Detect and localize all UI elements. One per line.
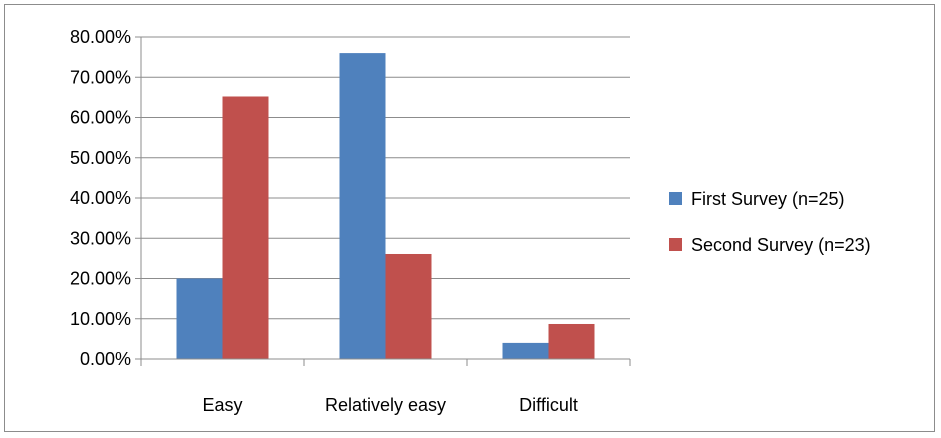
legend-swatch	[669, 238, 682, 251]
bar-difficult-series-1	[502, 342, 549, 359]
axes	[140, 37, 631, 366]
chart-frame	[4, 4, 935, 432]
y-tick-label: 20.00%	[70, 269, 131, 289]
y-tick-label: 50.00%	[70, 148, 131, 168]
bar-easy-series-2	[222, 96, 269, 359]
x-category-label: Difficult	[519, 395, 578, 415]
x-category-label: Relatively easy	[325, 395, 446, 415]
x-category-label: Easy	[202, 395, 242, 415]
legend-swatch	[669, 192, 682, 205]
bars	[176, 53, 595, 359]
y-tick-label: 30.00%	[70, 228, 131, 248]
legend-label: First Survey (n=25)	[691, 189, 845, 209]
bar-difficult-series-2	[548, 323, 595, 359]
x-axis-category-labels: Easy Relatively easy Difficult	[202, 395, 577, 415]
y-tick-label: 80.00%	[70, 27, 131, 47]
y-tick-label: 60.00%	[70, 108, 131, 128]
bar-easy-series-1	[176, 278, 223, 359]
y-tick-label: 10.00%	[70, 309, 131, 329]
bar-relatively-easy-series-1	[339, 53, 386, 359]
legend: First Survey (n=25) Second Survey (n=23)	[669, 189, 871, 255]
bar-relatively-easy-series-2	[385, 253, 432, 359]
y-tick-label: 70.00%	[70, 67, 131, 87]
y-axis-tick-labels: 0.00% 10.00% 20.00% 30.00% 40.00% 50.00% 60.00…	[70, 27, 131, 369]
legend-label: Second Survey (n=23)	[691, 235, 871, 255]
y-tick-label: 0.00%	[80, 349, 131, 369]
y-tick-label: 40.00%	[70, 188, 131, 208]
